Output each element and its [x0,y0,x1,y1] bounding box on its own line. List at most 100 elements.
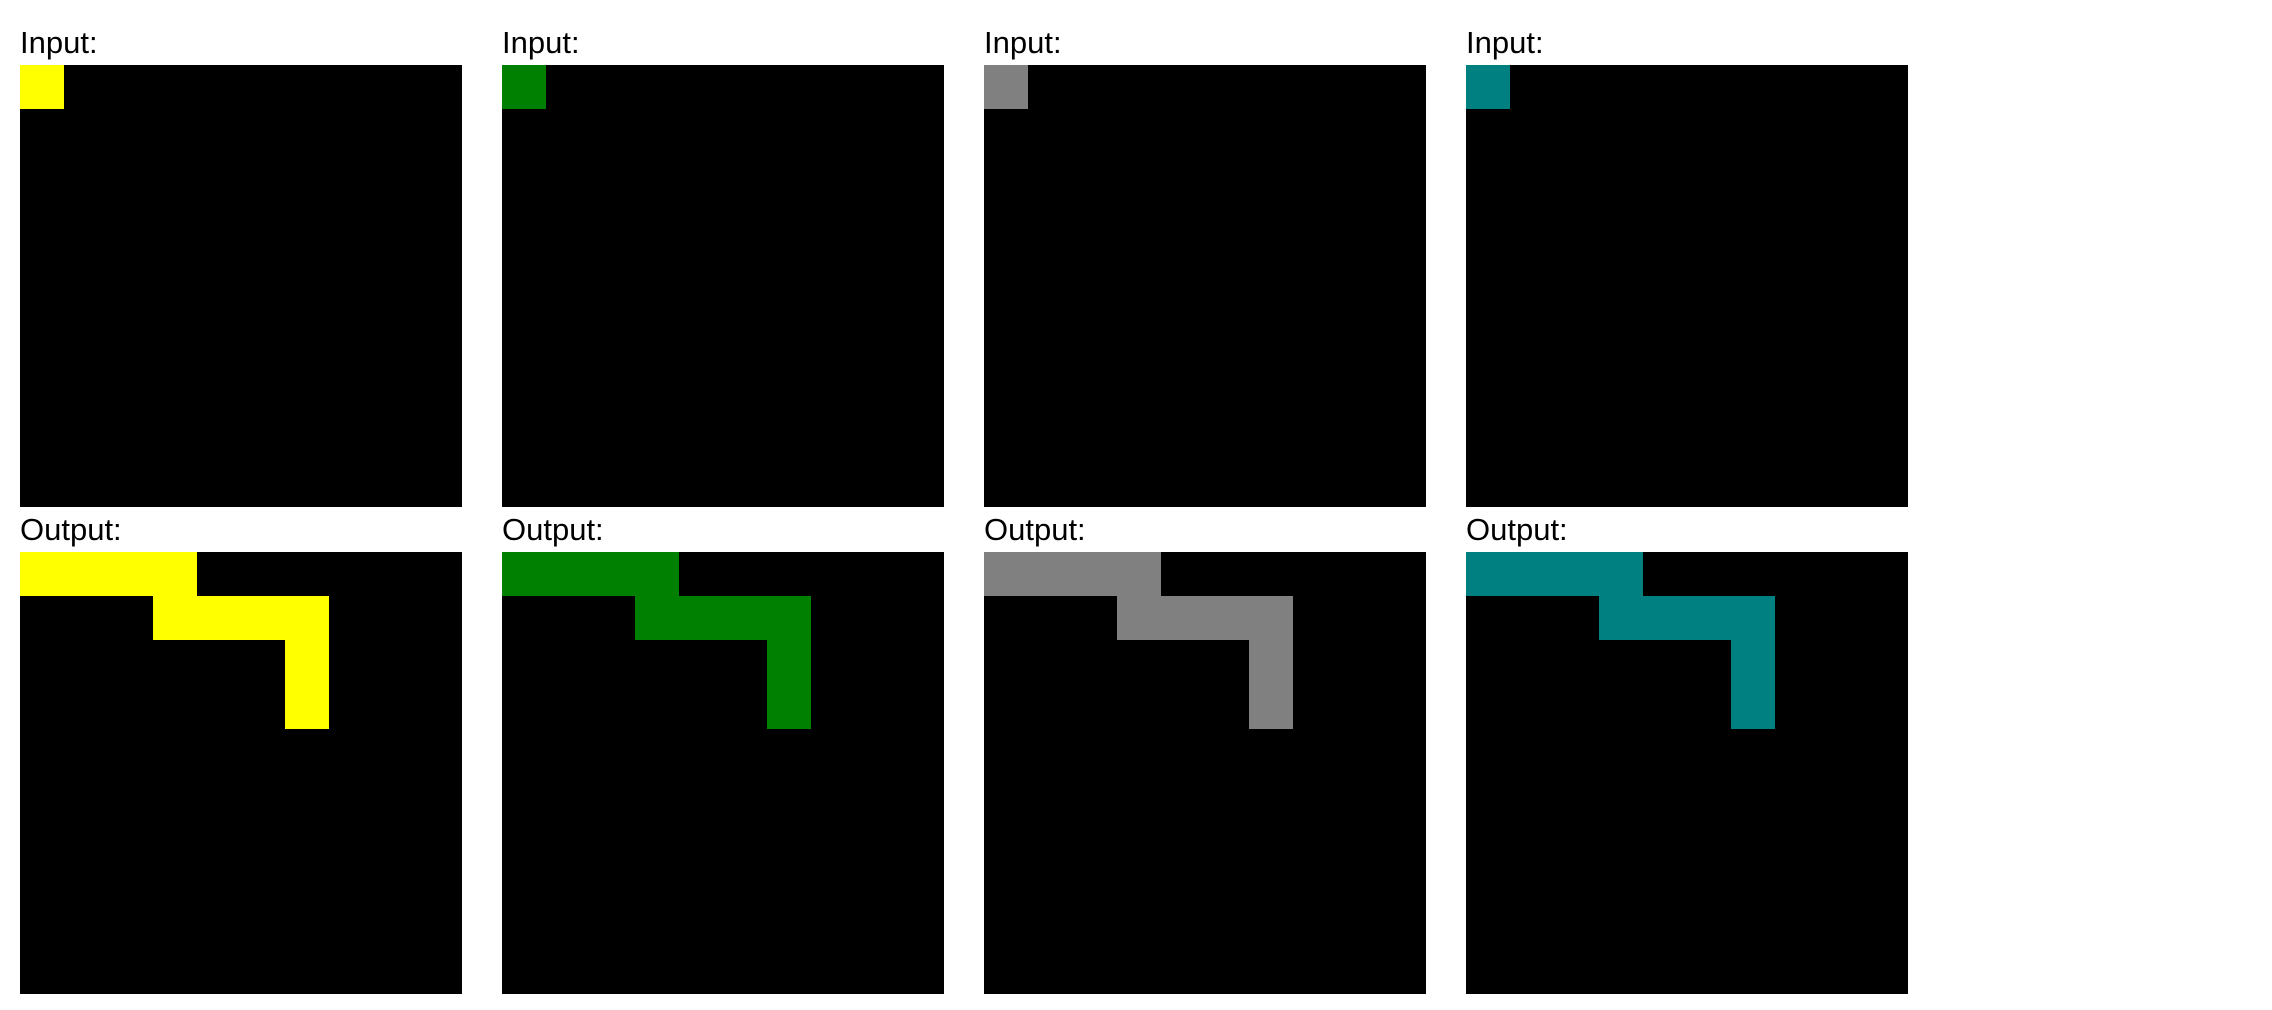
empty-cell [899,286,944,331]
empty-cell [241,640,286,685]
empty-cell [1293,728,1338,773]
empty-cell [152,65,197,110]
empty-cell [196,374,241,419]
empty-cell [64,773,109,818]
empty-cell [1116,684,1161,729]
empty-cell [1466,861,1511,906]
empty-cell [811,374,856,419]
empty-cell [634,197,679,242]
empty-cell [108,773,153,818]
empty-cell [984,462,1029,507]
empty-cell [1028,905,1073,950]
empty-cell [899,241,944,286]
empty-cell [1249,728,1294,773]
empty-cell [1116,65,1161,110]
empty-cell [1819,552,1864,597]
empty-cell [634,640,679,685]
empty-cell [152,684,197,729]
empty-cell [984,905,1029,950]
example-3-output-grid [984,552,1426,994]
empty-cell [1205,374,1250,419]
empty-cell [1293,418,1338,463]
empty-cell [417,596,462,641]
empty-cell [1819,773,1864,818]
empty-cell [1072,109,1117,154]
example-2-input-grid [502,65,944,507]
empty-cell [590,640,635,685]
empty-cell [373,640,418,685]
empty-cell [373,596,418,641]
empty-cell [899,330,944,375]
empty-cell [678,374,723,419]
empty-cell [1819,65,1864,110]
empty-cell [546,241,591,286]
filled-cell [20,65,65,110]
empty-cell [1116,773,1161,818]
empty-cell [1687,286,1732,331]
empty-cell [373,552,418,597]
empty-cell [590,462,635,507]
empty-cell [767,241,812,286]
empty-cell [285,109,330,154]
empty-cell [1819,286,1864,331]
empty-cell [1337,684,1382,729]
empty-cell [1554,949,1599,994]
empty-cell [152,197,197,242]
empty-cell [899,462,944,507]
empty-cell [634,241,679,286]
empty-cell [678,109,723,154]
empty-cell [899,684,944,729]
empty-cell [1687,197,1732,242]
empty-cell [1381,596,1426,641]
empty-cell [1072,640,1117,685]
empty-cell [855,640,900,685]
empty-cell [1510,817,1555,862]
empty-cell [1598,418,1643,463]
empty-cell [1205,418,1250,463]
empty-cell [1466,684,1511,729]
example-3-input-label: Input: [984,25,1062,60]
empty-cell [855,65,900,110]
empty-cell [20,330,65,375]
empty-cell [1072,905,1117,950]
empty-cell [1337,153,1382,198]
empty-cell [1249,861,1294,906]
empty-cell [329,773,374,818]
empty-cell [1116,817,1161,862]
empty-cell [20,817,65,862]
empty-cell [546,596,591,641]
empty-cell [899,817,944,862]
empty-cell [1028,286,1073,331]
empty-cell [1731,905,1776,950]
empty-cell [196,418,241,463]
empty-cell [767,286,812,331]
empty-cell [1642,949,1687,994]
empty-cell [811,330,856,375]
empty-cell [241,374,286,419]
empty-cell [20,684,65,729]
empty-cell [1466,640,1511,685]
empty-cell [1510,330,1555,375]
empty-cell [1160,684,1205,729]
empty-cell [1205,241,1250,286]
empty-cell [1337,241,1382,286]
empty-cell [1293,462,1338,507]
empty-cell [417,949,462,994]
empty-cell [1249,817,1294,862]
empty-cell [546,286,591,331]
empty-cell [1731,773,1776,818]
empty-cell [1775,65,1820,110]
empty-cell [502,684,547,729]
empty-cell [108,728,153,773]
empty-cell [634,684,679,729]
empty-cell [1249,462,1294,507]
empty-cell [767,197,812,242]
empty-cell [1554,728,1599,773]
empty-cell [678,949,723,994]
empty-cell [855,817,900,862]
empty-cell [1554,197,1599,242]
empty-cell [984,949,1029,994]
empty-cell [1072,241,1117,286]
empty-cell [546,418,591,463]
empty-cell [1072,330,1117,375]
